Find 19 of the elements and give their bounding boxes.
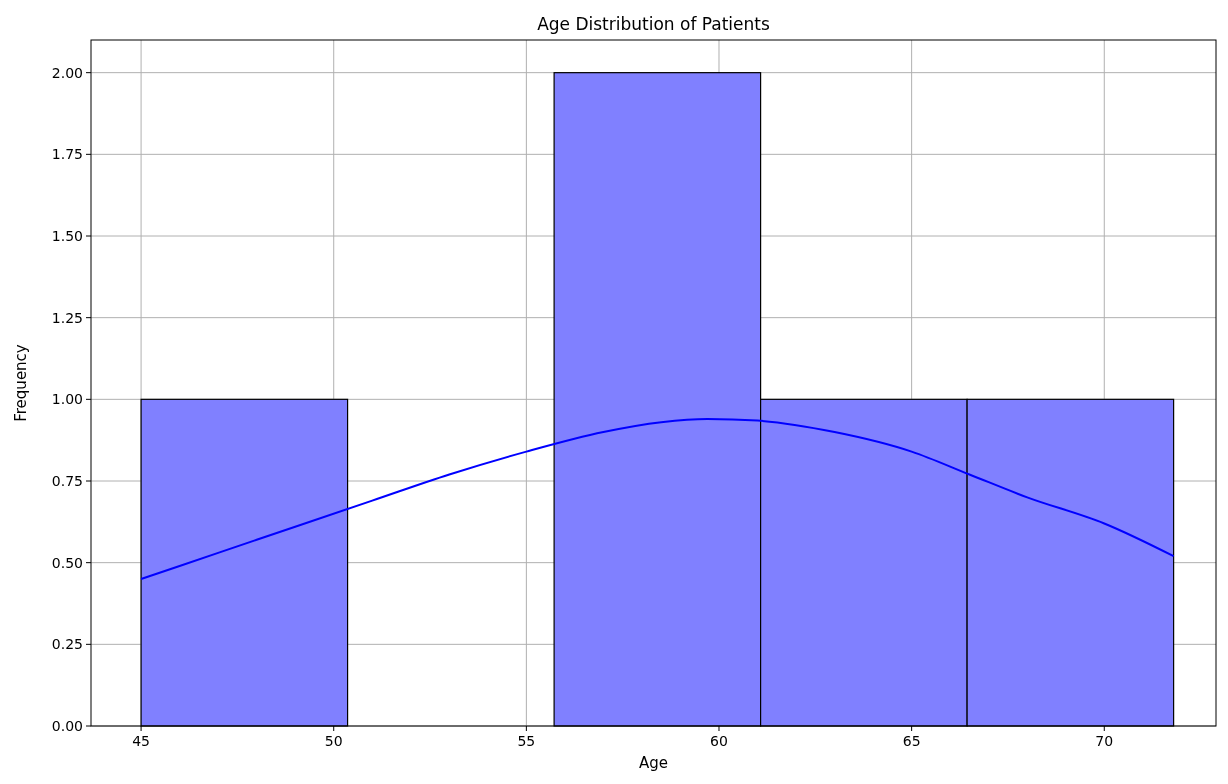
y-tick-label: 1.50	[51, 228, 83, 244]
x-tick-label: 55	[517, 733, 536, 749]
y-tick-label: 0.25	[51, 636, 83, 653]
x-tick-label: 60	[710, 733, 728, 749]
x-tick-label: 50	[324, 733, 343, 749]
x-axis-title: Age	[638, 754, 669, 772]
x-tick-label: 45	[132, 733, 150, 749]
y-tick-label: 0.00	[51, 718, 83, 734]
y-tick-label: 1.75	[51, 146, 83, 163]
x-tick-label: 70	[1095, 733, 1114, 749]
x-tick-label: 65	[902, 733, 921, 749]
y-tick-label: 0.75	[51, 473, 83, 489]
y-tick-label: 2.00	[51, 64, 83, 81]
y-tick-label: 1.25	[51, 309, 83, 326]
chart-title: Age Distribution of Patients	[537, 14, 770, 34]
y-axis-title: Frequency	[12, 344, 30, 422]
y-tick-label: 0.50	[51, 554, 83, 571]
line-series	[140, 417, 1175, 580]
y-tick-label: 1.00	[51, 391, 83, 408]
